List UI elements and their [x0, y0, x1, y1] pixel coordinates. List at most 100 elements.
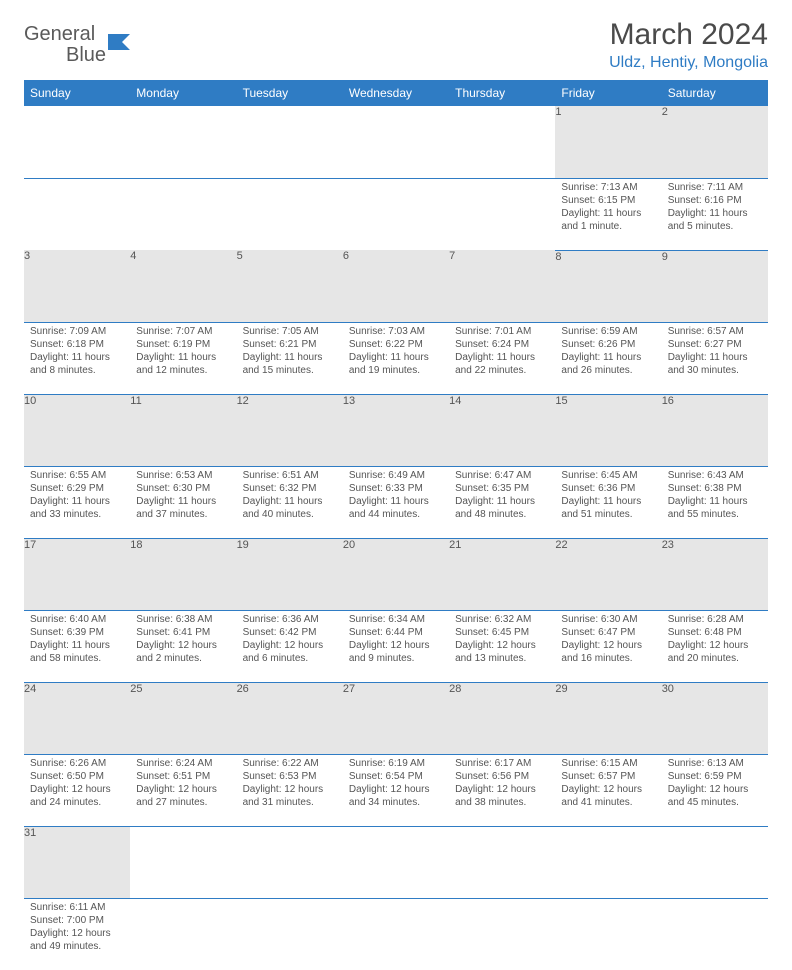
day-sr: Sunrise: 6:24 AM — [136, 757, 230, 770]
calendar-table: SundayMondayTuesdayWednesdayThursdayFrid… — [24, 80, 768, 970]
calendar-cell: Sunrise: 6:49 AMSunset: 6:33 PMDaylight:… — [343, 466, 449, 538]
calendar-cell: Sunrise: 6:17 AMSunset: 6:56 PMDaylight:… — [449, 754, 555, 826]
calendar-cell: Sunrise: 6:22 AMSunset: 6:53 PMDaylight:… — [237, 754, 343, 826]
day-sr: Sunrise: 6:17 AM — [455, 757, 549, 770]
day-ss: Sunset: 6:33 PM — [349, 482, 443, 495]
day-sr: Sunrise: 7:13 AM — [561, 181, 655, 194]
day-number-cell: 27 — [343, 682, 449, 754]
day-d2: and 31 minutes. — [243, 796, 337, 809]
flag-icon — [108, 32, 134, 57]
calendar-cell: Sunrise: 6:53 AMSunset: 6:30 PMDaylight:… — [130, 466, 236, 538]
day-d2: and 58 minutes. — [30, 652, 124, 665]
day-sr: Sunrise: 7:01 AM — [455, 325, 549, 338]
day-sr: Sunrise: 6:40 AM — [30, 613, 124, 626]
calendar-cell: Sunrise: 6:43 AMSunset: 6:38 PMDaylight:… — [662, 466, 768, 538]
calendar-cell: Sunrise: 6:13 AMSunset: 6:59 PMDaylight:… — [662, 754, 768, 826]
day-ss: Sunset: 6:21 PM — [243, 338, 337, 351]
day-number-cell: 18 — [130, 538, 236, 610]
day-number-cell — [130, 826, 236, 898]
day-d2: and 40 minutes. — [243, 508, 337, 521]
day-number-cell: 23 — [662, 538, 768, 610]
calendar-cell: Sunrise: 6:40 AMSunset: 6:39 PMDaylight:… — [24, 610, 130, 682]
day-number-cell — [130, 106, 236, 178]
day-number-cell — [343, 106, 449, 178]
weekday-header-row: SundayMondayTuesdayWednesdayThursdayFrid… — [24, 80, 768, 106]
header: General Blue March 2024 Uldz, Hentiy, Mo… — [24, 18, 768, 72]
calendar-cell — [343, 898, 449, 970]
day-d2: and 41 minutes. — [561, 796, 655, 809]
day-d2: and 16 minutes. — [561, 652, 655, 665]
day-ss: Sunset: 6:19 PM — [136, 338, 230, 351]
weekday-header: Tuesday — [237, 80, 343, 106]
day-d2: and 22 minutes. — [455, 364, 549, 377]
day-d1: Daylight: 12 hours — [668, 783, 762, 796]
weekday-header: Sunday — [24, 80, 130, 106]
day-ss: Sunset: 6:42 PM — [243, 626, 337, 639]
day-number-cell: 11 — [130, 394, 236, 466]
title-block: March 2024 Uldz, Hentiy, Mongolia — [609, 18, 768, 72]
calendar-cell: Sunrise: 7:01 AMSunset: 6:24 PMDaylight:… — [449, 322, 555, 394]
calendar-cell: Sunrise: 6:24 AMSunset: 6:51 PMDaylight:… — [130, 754, 236, 826]
calendar-row: Sunrise: 6:55 AMSunset: 6:29 PMDaylight:… — [24, 466, 768, 538]
day-sr: Sunrise: 6:38 AM — [136, 613, 230, 626]
day-number-cell: 22 — [555, 538, 661, 610]
day-ss: Sunset: 6:56 PM — [455, 770, 549, 783]
calendar-cell: Sunrise: 7:09 AMSunset: 6:18 PMDaylight:… — [24, 322, 130, 394]
day-ss: Sunset: 6:59 PM — [668, 770, 762, 783]
day-d1: Daylight: 11 hours — [349, 495, 443, 508]
day-ss: Sunset: 7:00 PM — [30, 914, 124, 927]
day-ss: Sunset: 6:51 PM — [136, 770, 230, 783]
calendar-cell: Sunrise: 6:57 AMSunset: 6:27 PMDaylight:… — [662, 322, 768, 394]
day-d1: Daylight: 11 hours — [30, 639, 124, 652]
day-d2: and 24 minutes. — [30, 796, 124, 809]
day-ss: Sunset: 6:29 PM — [30, 482, 124, 495]
calendar-row: Sunrise: 7:09 AMSunset: 6:18 PMDaylight:… — [24, 322, 768, 394]
day-number-cell — [237, 106, 343, 178]
day-d2: and 15 minutes. — [243, 364, 337, 377]
day-number-row: 24252627282930 — [24, 682, 768, 754]
day-sr: Sunrise: 6:49 AM — [349, 469, 443, 482]
day-number-cell — [555, 826, 661, 898]
day-ss: Sunset: 6:36 PM — [561, 482, 655, 495]
day-sr: Sunrise: 6:28 AM — [668, 613, 762, 626]
calendar-cell: Sunrise: 7:05 AMSunset: 6:21 PMDaylight:… — [237, 322, 343, 394]
day-number-cell: 21 — [449, 538, 555, 610]
location: Uldz, Hentiy, Mongolia — [609, 54, 768, 72]
day-number-cell: 28 — [449, 682, 555, 754]
day-number-cell: 1 — [555, 106, 661, 178]
day-d1: Daylight: 11 hours — [668, 351, 762, 364]
day-number-row: 31 — [24, 826, 768, 898]
day-d1: Daylight: 11 hours — [455, 495, 549, 508]
day-number-cell — [449, 826, 555, 898]
day-sr: Sunrise: 6:59 AM — [561, 325, 655, 338]
month-title: March 2024 — [609, 18, 768, 52]
day-sr: Sunrise: 7:11 AM — [668, 181, 762, 194]
calendar-cell: Sunrise: 6:45 AMSunset: 6:36 PMDaylight:… — [555, 466, 661, 538]
day-sr: Sunrise: 7:07 AM — [136, 325, 230, 338]
weekday-header: Friday — [555, 80, 661, 106]
calendar-cell: Sunrise: 6:36 AMSunset: 6:42 PMDaylight:… — [237, 610, 343, 682]
day-d1: Daylight: 12 hours — [455, 639, 549, 652]
day-number-cell — [237, 826, 343, 898]
calendar-cell: Sunrise: 6:47 AMSunset: 6:35 PMDaylight:… — [449, 466, 555, 538]
day-sr: Sunrise: 7:05 AM — [243, 325, 337, 338]
day-number-cell: 31 — [24, 826, 130, 898]
day-number-cell — [662, 826, 768, 898]
day-d1: Daylight: 12 hours — [243, 783, 337, 796]
day-number-cell: 24 — [24, 682, 130, 754]
day-ss: Sunset: 6:16 PM — [668, 194, 762, 207]
day-d2: and 26 minutes. — [561, 364, 655, 377]
day-d1: Daylight: 11 hours — [561, 495, 655, 508]
calendar-cell — [130, 178, 236, 250]
logo: General Blue — [24, 24, 134, 66]
day-d1: Daylight: 12 hours — [136, 639, 230, 652]
day-d2: and 1 minute. — [561, 220, 655, 233]
calendar-cell — [449, 178, 555, 250]
calendar-row: Sunrise: 6:11 AMSunset: 7:00 PMDaylight:… — [24, 898, 768, 970]
day-sr: Sunrise: 6:13 AM — [668, 757, 762, 770]
day-number-cell: 25 — [130, 682, 236, 754]
day-ss: Sunset: 6:39 PM — [30, 626, 124, 639]
calendar-cell: Sunrise: 6:34 AMSunset: 6:44 PMDaylight:… — [343, 610, 449, 682]
day-ss: Sunset: 6:24 PM — [455, 338, 549, 351]
day-ss: Sunset: 6:41 PM — [136, 626, 230, 639]
